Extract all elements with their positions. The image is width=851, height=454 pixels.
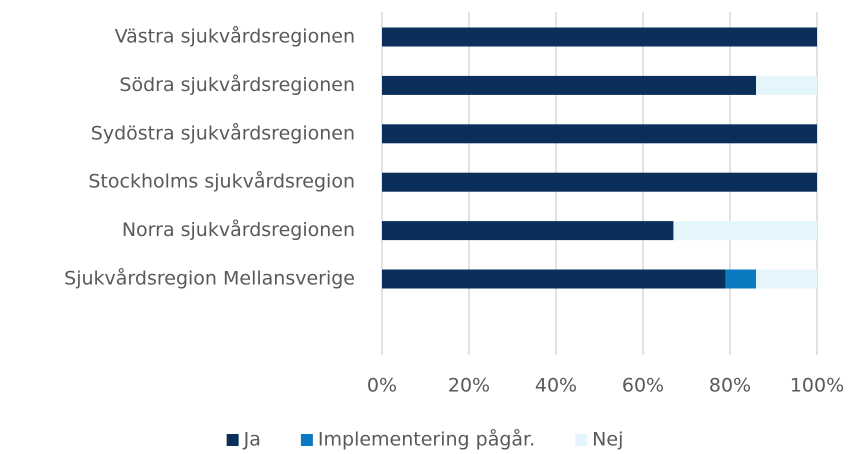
bar-segment: [382, 172, 817, 192]
legend-swatch: [226, 434, 239, 446]
bar-segment: [382, 27, 817, 47]
bar-segment: [382, 124, 817, 144]
y-tick-label: Norra sjukvårdsregionen: [122, 218, 355, 241]
bar-segment: [756, 75, 817, 95]
legend-label: Implementering pågår.: [318, 428, 535, 451]
y-tick-label: Västra sjukvårdsregionen: [115, 25, 355, 48]
y-tick-label: Sydöstra sjukvårdsregionen: [91, 121, 355, 144]
bar-segment: [673, 221, 817, 241]
y-tick-label: Sjukvårdsregion Mellansverige: [64, 267, 355, 290]
bar-segment: [382, 269, 726, 289]
x-tick-label: 100%: [790, 375, 844, 397]
y-tick-label: Södra sjukvårdsregionen: [119, 73, 355, 96]
legend-label: Nej: [592, 429, 623, 451]
x-tick-label: 60%: [622, 375, 664, 397]
x-tick-label: 0%: [367, 375, 397, 397]
bar-segment: [382, 221, 674, 241]
legend-swatch: [575, 434, 588, 446]
x-tick-label: 40%: [535, 375, 577, 397]
bar-segment: [756, 269, 817, 289]
y-tick-label: Stockholms sjukvårdsregion: [88, 170, 355, 193]
legend-label: Ja: [243, 429, 261, 451]
x-tick-label: 80%: [709, 375, 751, 397]
bar-segment: [725, 269, 757, 289]
x-tick-label: 20%: [448, 375, 490, 397]
bar-segment: [382, 75, 757, 95]
legend-swatch: [300, 434, 313, 446]
